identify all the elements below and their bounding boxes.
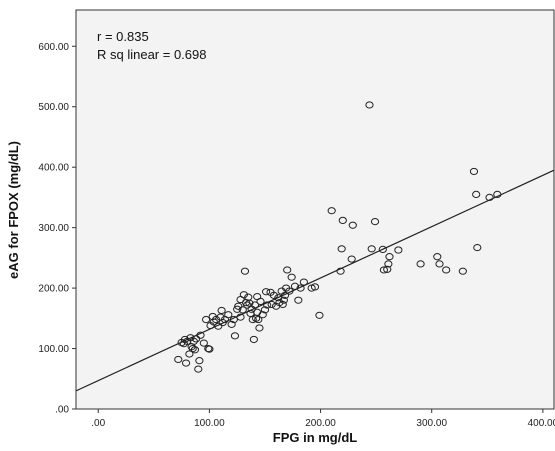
data-point (191, 335, 201, 343)
data-point (416, 260, 425, 268)
data-point (201, 315, 211, 324)
x-tick-label: 100.00 (194, 418, 225, 429)
data-point (485, 193, 494, 202)
data-point (211, 315, 221, 324)
data-point (188, 344, 197, 353)
x-tick-label: 200.00 (305, 418, 336, 429)
data-point (278, 300, 287, 309)
data-point (263, 301, 272, 309)
data-point (287, 273, 296, 281)
data-point (255, 324, 264, 332)
data-point (384, 260, 393, 268)
data-point (378, 245, 387, 253)
data-point (433, 253, 442, 261)
data-point (337, 245, 346, 253)
data-point (180, 335, 190, 344)
data-point (348, 221, 357, 229)
data-point (296, 284, 305, 292)
x-axis-title: FPG in mg/dL (273, 430, 358, 445)
data-point (258, 311, 267, 319)
data-point (260, 306, 270, 314)
data-point (290, 282, 300, 290)
data-point (250, 301, 260, 309)
data-point (195, 357, 204, 365)
data-point (256, 297, 265, 305)
annotation-r-squared: R sq linear = 0.698 (97, 47, 206, 62)
data-point (336, 267, 345, 275)
data-point (283, 266, 292, 274)
data-point (189, 337, 198, 345)
data-point (217, 306, 226, 315)
data-point (385, 253, 394, 261)
data-point (285, 287, 294, 295)
data-point (367, 245, 376, 253)
data-point (370, 217, 380, 226)
data-point (338, 216, 347, 224)
data-point (254, 315, 263, 324)
data-point (379, 266, 389, 274)
fit-line-group (75, 169, 555, 392)
data-point (209, 318, 218, 326)
data-point (473, 243, 482, 252)
data-point (299, 278, 308, 286)
data-point (224, 311, 233, 319)
data-point (279, 296, 288, 304)
data-point (227, 320, 236, 328)
data-point (214, 322, 223, 330)
data-point (236, 313, 245, 321)
data-point (435, 260, 444, 268)
data-point (365, 101, 374, 109)
data-point (205, 345, 214, 353)
data-point (240, 267, 250, 275)
data-point (458, 267, 467, 275)
data-point (493, 190, 502, 198)
data-point (249, 335, 258, 344)
x-tick-label: 400.00 (528, 418, 555, 429)
y-tick-label: 500.00 (38, 102, 69, 113)
y-tick-label: 300.00 (38, 223, 69, 234)
regression-line (75, 169, 555, 392)
x-axis: .00 100.00 200.00 300.00 400.00 (91, 409, 555, 429)
data-point (204, 344, 213, 353)
data-point (310, 283, 320, 291)
y-tick-label: 200.00 (38, 284, 69, 295)
data-points (174, 101, 502, 373)
data-point (230, 332, 240, 340)
plot-area (75, 9, 555, 410)
data-point (199, 339, 208, 347)
y-tick-label: 100.00 (38, 344, 69, 355)
data-point (261, 288, 271, 296)
x-tick-label: .00 (91, 418, 105, 429)
data-point (347, 255, 356, 263)
data-point (196, 331, 205, 339)
y-tick-label: 600.00 (38, 42, 69, 53)
data-point (394, 246, 403, 254)
data-point (174, 355, 183, 364)
data-point (472, 190, 481, 198)
data-point (239, 291, 248, 299)
data-point (181, 359, 191, 367)
y-tick-label: .00 (55, 405, 69, 416)
data-point (267, 300, 276, 309)
annotation-r: r = 0.835 (97, 29, 149, 44)
data-point (243, 301, 252, 309)
data-point (234, 302, 243, 310)
y-tick-label: 400.00 (38, 163, 69, 174)
data-point (442, 266, 451, 274)
data-point (280, 291, 290, 299)
data-point (383, 265, 392, 273)
y-axis-title: eAG for FPOX (mg/dL) (6, 141, 21, 279)
data-point (190, 346, 200, 354)
data-point (238, 306, 247, 314)
data-point (315, 311, 324, 319)
data-point (327, 207, 336, 215)
data-point (294, 296, 303, 304)
y-axis: .00 100.00 200.00 300.00 400.00 500.00 600.00 (38, 42, 76, 416)
data-point (469, 167, 479, 176)
data-point (194, 365, 203, 373)
x-tick-label: 300.00 (416, 418, 447, 429)
data-point (269, 291, 278, 299)
